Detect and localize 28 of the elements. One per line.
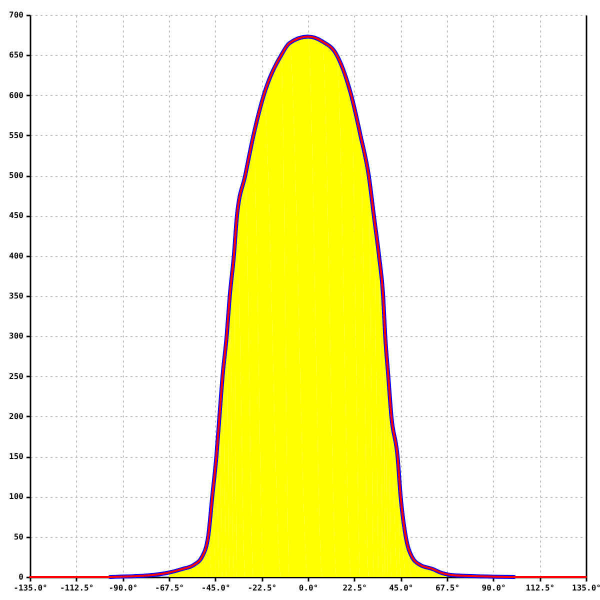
x-tick-label: 0.0° (298, 584, 318, 592)
y-tick-label: 550 (9, 130, 24, 140)
x-tick-label: -90.0° (108, 584, 138, 592)
y-tick-label: 500 (9, 171, 24, 180)
x-tick-label: -112.5° (60, 584, 94, 592)
x-tick-label: -135.0° (14, 584, 48, 592)
x-tick-label: -22.5° (248, 584, 277, 592)
y-tick-label: 450 (9, 211, 24, 220)
x-tick-label: -67.5° (155, 584, 184, 592)
y-tick-label: 50 (14, 532, 24, 542)
x-tick-label: 67.5° (435, 584, 460, 592)
y-tick-label: 650 (9, 50, 24, 60)
y-tick-label: 200 (9, 412, 24, 421)
y-tick-label: 0 (18, 572, 24, 582)
y-tick-label: 400 (9, 251, 24, 260)
x-tick-label: 112.5° (526, 584, 555, 592)
x-tick-label: 90.0° (482, 584, 506, 592)
y-tick-label: 700 (9, 10, 24, 20)
y-tick-label: 350 (9, 292, 24, 300)
y-tick-label: 300 (9, 332, 24, 341)
y-tick-label: 250 (9, 372, 24, 381)
x-tick-label: 135.0° (572, 584, 600, 592)
x-tick-label: 45.0° (389, 584, 414, 592)
x-tick-label: -45.0° (201, 584, 230, 592)
x-tick-label: 22.5° (342, 584, 367, 592)
y-tick-label: 600 (9, 90, 24, 100)
y-tick-label: 150 (9, 452, 24, 462)
y-tick-label: 100 (9, 492, 24, 502)
